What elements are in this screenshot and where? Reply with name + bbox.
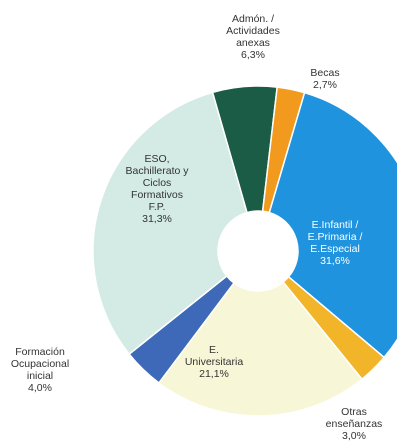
slice-label-line: E. <box>209 344 219 356</box>
slice-label-line: 31,3% <box>142 213 172 225</box>
slice-label-line: enseñanzas <box>326 418 383 430</box>
slice-label-line: inicial <box>27 370 53 382</box>
slice-label-line: Universitaria <box>185 356 244 368</box>
donut-hole <box>218 211 298 291</box>
slice-label-line: Bachillerato y <box>125 165 189 177</box>
slice-label-line: Becas <box>310 67 339 79</box>
slice-label-line: E.Infantil / <box>312 219 359 231</box>
slice-label-line: 3,0% <box>342 430 366 442</box>
slice-label-line: anexas <box>236 37 270 49</box>
slice-label-line: Formación <box>15 346 65 358</box>
slice-label-line: 21,1% <box>199 368 229 380</box>
slice-label-line: 6,3% <box>241 49 265 61</box>
slice-label-line: E.Especial <box>310 243 360 255</box>
slice-label-line: 2,7% <box>313 79 337 91</box>
slice-label-line: Actividades <box>226 25 280 37</box>
slice-label-line: 4,0% <box>28 382 52 394</box>
slice-label: ESO,Bachillerato yCiclosFormativosF.P.31… <box>125 153 189 225</box>
slice-label-line: Ocupacional <box>11 358 69 370</box>
slice-label-line: Ciclos <box>143 177 172 189</box>
slice-label-line: Formativos <box>131 189 183 201</box>
slice-label-line: E.Primaria / <box>308 231 363 243</box>
slice-label-line: F.P. <box>149 201 166 213</box>
slice-label-line: Otras <box>341 406 367 418</box>
slice-label-line: ESO, <box>144 153 169 165</box>
slice-label-line: 31,6% <box>320 255 350 267</box>
slice-label-line: Admón. / <box>232 13 274 25</box>
